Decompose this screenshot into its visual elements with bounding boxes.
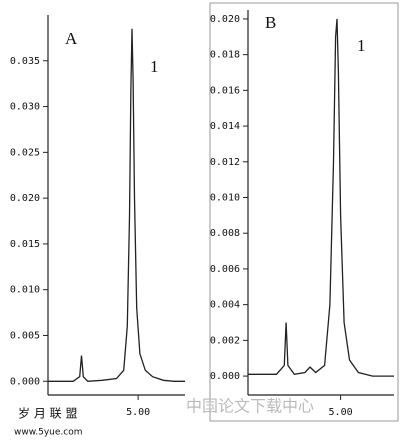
panel-frame: [209, 2, 399, 422]
y-tick-label: 0.020: [210, 14, 240, 25]
y-tick-label: 0.020: [10, 193, 40, 204]
y-tick-label: 0.010: [10, 285, 40, 296]
y-tick-label: 0.008: [210, 228, 240, 239]
y-tick-label: 0.012: [210, 157, 240, 168]
x-tick-label: 5.00: [126, 407, 150, 418]
y-tick-label: 0.000: [10, 376, 40, 387]
y-tick-label: 0.005: [10, 330, 40, 341]
x-tick-label: 5.00: [329, 407, 353, 418]
y-tick-label: 0.006: [210, 264, 240, 275]
y-tick-label: 0.016: [210, 85, 240, 96]
y-tick-label: 0.025: [10, 147, 40, 158]
panel-label: A: [65, 29, 78, 48]
y-tick-label: 0.002: [210, 335, 240, 346]
watermark: www.5yue.com: [14, 428, 83, 438]
watermark: 岁 月 联 盟: [18, 406, 77, 421]
y-tick-label: 0.035: [10, 56, 40, 67]
trace: [248, 18, 394, 377]
peak-label: 1: [150, 57, 159, 76]
y-tick-label: 0.000: [210, 371, 240, 382]
y-tick-label: 0.030: [10, 102, 40, 113]
peak-label: 1: [357, 36, 366, 55]
y-tick-label: 0.014: [210, 121, 240, 132]
panel-label: B: [265, 13, 276, 32]
watermark: 中国论文下载中心: [186, 397, 314, 416]
y-tick-label: 0.004: [210, 300, 240, 311]
trace: [48, 28, 185, 382]
y-tick-label: 0.010: [210, 193, 240, 204]
y-tick-label: 0.015: [10, 239, 40, 250]
y-tick-label: 0.018: [210, 50, 240, 61]
